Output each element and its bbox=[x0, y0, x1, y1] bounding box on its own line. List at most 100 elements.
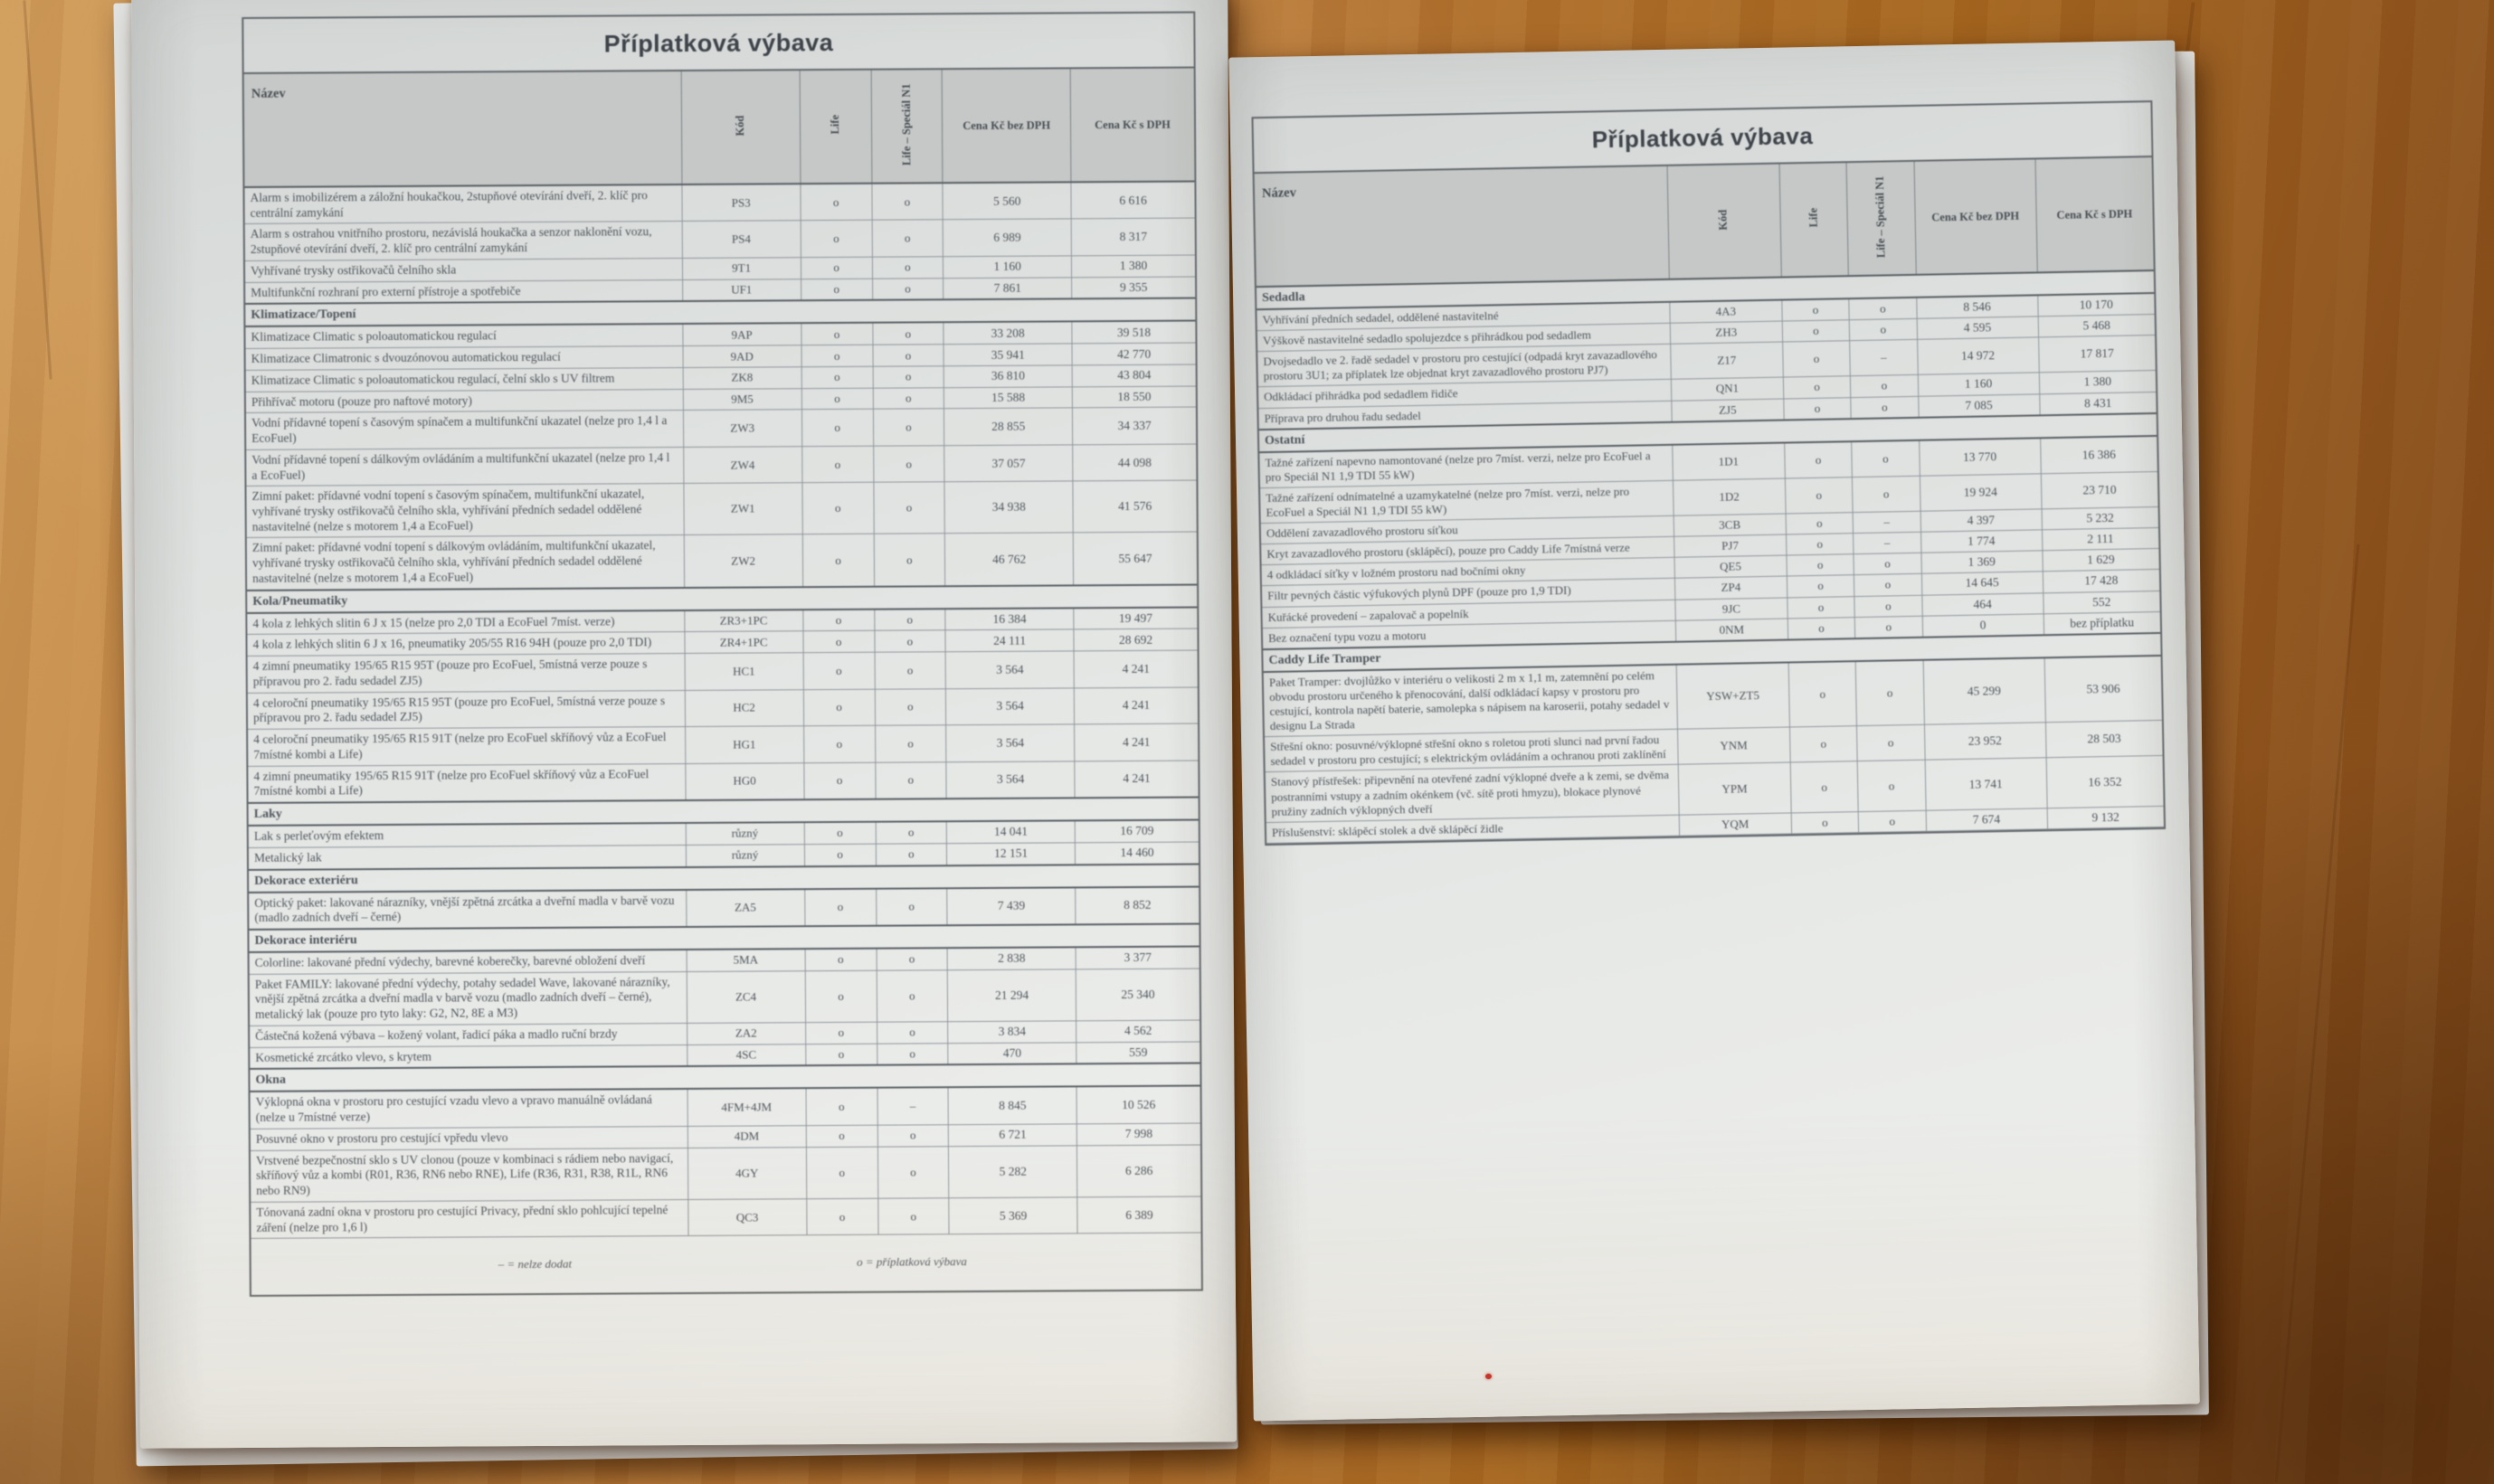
row-name-cell: Zimní paket: přídavné vodní topení s dál… bbox=[246, 534, 685, 591]
row-special-mark-cell: o bbox=[874, 651, 946, 689]
row-code-cell: 9AP bbox=[682, 323, 801, 346]
row-life-mark-cell: o bbox=[804, 888, 877, 927]
table-row: Vrstvené bezpečnostní sklo s UV clonou (… bbox=[250, 1144, 1201, 1203]
row-price-inc-vat-cell: 7 998 bbox=[1076, 1122, 1200, 1146]
row-price-inc-vat-cell: 44 098 bbox=[1072, 443, 1197, 482]
row-special-mark-cell: o bbox=[871, 183, 944, 221]
row-price-ex-vat-cell: 8 546 bbox=[1916, 295, 2038, 319]
row-special-mark-cell: o bbox=[871, 256, 944, 279]
row-price-ex-vat-cell: 19 924 bbox=[1919, 473, 2042, 512]
row-special-mark-cell: o bbox=[1850, 374, 1919, 398]
row-code-cell: PS3 bbox=[681, 184, 801, 222]
row-code-cell: 4A3 bbox=[1669, 299, 1783, 324]
row-name-cell: Optický paket: lakované nárazníky, vnějš… bbox=[249, 889, 687, 930]
row-price-inc-vat-cell: 25 340 bbox=[1076, 968, 1200, 1021]
row-special-mark-cell: o bbox=[1854, 553, 1921, 576]
row-price-ex-vat-cell: 3 564 bbox=[945, 687, 1075, 725]
row-life-mark-cell: o bbox=[803, 725, 876, 763]
row-special-mark-cell: o bbox=[871, 220, 944, 258]
row-name-cell: Paket FAMILY: lakované přední výdechy, p… bbox=[249, 971, 688, 1026]
row-code-cell: YSW+ZT5 bbox=[1675, 662, 1790, 730]
row-price-ex-vat-cell: 1 369 bbox=[1920, 551, 2043, 574]
row-price-inc-vat-cell: 16 709 bbox=[1075, 819, 1199, 843]
row-price-ex-vat-cell: 7 439 bbox=[946, 886, 1076, 926]
row-life-mark-cell: o bbox=[805, 1088, 877, 1126]
table-row: Vodní přídavné topení s časovým spínačem… bbox=[245, 407, 1197, 450]
table-row: Optický paket: lakované nárazníky, vnějš… bbox=[249, 886, 1200, 930]
row-life-mark-cell: o bbox=[805, 1043, 877, 1066]
column-header-name: Název bbox=[1254, 165, 1670, 288]
row-name-cell: Částečná kožená výbava – kožený volant, … bbox=[250, 1023, 688, 1048]
row-price-ex-vat-cell: 8 845 bbox=[948, 1086, 1077, 1125]
row-code-cell: QE5 bbox=[1674, 555, 1788, 579]
row-price-inc-vat-cell: bez příplatku bbox=[2043, 611, 2161, 636]
row-life-mark-cell: o bbox=[800, 220, 872, 258]
row-code-cell: YQM bbox=[1679, 812, 1792, 837]
row-life-mark-cell: o bbox=[801, 482, 874, 535]
row-life-mark-cell: o bbox=[802, 534, 875, 587]
row-price-inc-vat-cell: 23 710 bbox=[2040, 471, 2158, 509]
row-special-mark-cell: o bbox=[875, 821, 947, 844]
row-code-cell: QC3 bbox=[688, 1198, 807, 1236]
row-life-mark-cell: o bbox=[1783, 376, 1851, 399]
row-special-mark-cell: o bbox=[1857, 760, 1926, 812]
column-header-life-special: Life – Speciál N1 bbox=[1846, 161, 1916, 277]
right-page: Příplatková výbava Název Kód Life Life –… bbox=[1228, 40, 2200, 1422]
row-price-ex-vat-cell: 34 938 bbox=[944, 481, 1074, 534]
row-life-mark-cell: o bbox=[806, 1197, 878, 1235]
row-life-mark-cell: o bbox=[803, 688, 876, 726]
row-life-mark-cell: o bbox=[805, 1022, 877, 1044]
row-life-mark-cell: o bbox=[1788, 660, 1857, 728]
row-life-mark-cell: o bbox=[804, 948, 877, 971]
row-code-cell: 3CB bbox=[1673, 514, 1787, 537]
row-code-cell: PJ7 bbox=[1674, 534, 1787, 558]
row-price-inc-vat-cell: 6 286 bbox=[1076, 1144, 1201, 1197]
row-price-ex-vat-cell: 35 941 bbox=[944, 344, 1073, 366]
row-code-cell: 4FM+4JM bbox=[687, 1088, 807, 1127]
row-life-mark-cell: o bbox=[802, 652, 875, 690]
row-special-mark-cell: o bbox=[876, 887, 948, 926]
row-life-mark-cell: o bbox=[801, 446, 874, 483]
row-special-mark-cell: o bbox=[1854, 615, 1923, 638]
row-price-ex-vat-cell: 15 588 bbox=[944, 386, 1073, 410]
row-special-mark-cell: o bbox=[873, 534, 945, 587]
row-price-inc-vat-cell: 6 389 bbox=[1076, 1196, 1201, 1234]
row-name-cell: Tónovaná zadní okna v prostoru pro cestu… bbox=[251, 1199, 688, 1239]
row-life-mark-cell: o bbox=[1782, 319, 1850, 343]
row-life-mark-cell: o bbox=[1789, 725, 1858, 763]
table-body: Sedadla Vyhřívání předních sedadel, odděl… bbox=[1256, 270, 2165, 844]
row-price-inc-vat-cell: 4 562 bbox=[1076, 1019, 1200, 1043]
row-price-inc-vat-cell: 1 380 bbox=[2038, 370, 2157, 394]
row-life-mark-cell: o bbox=[1785, 477, 1854, 515]
row-code-cell: 4GY bbox=[687, 1147, 807, 1200]
row-life-mark-cell: o bbox=[1781, 298, 1850, 322]
row-price-ex-vat-cell: 7 674 bbox=[1925, 808, 2048, 832]
row-special-mark-cell: o bbox=[877, 1021, 948, 1044]
row-special-mark-cell: o bbox=[873, 482, 945, 534]
row-life-mark-cell: o bbox=[1786, 533, 1854, 556]
row-life-mark-cell: o bbox=[804, 969, 877, 1023]
row-special-mark-cell: o bbox=[872, 344, 944, 367]
row-life-mark-cell: o bbox=[801, 323, 873, 345]
row-special-mark-cell: – bbox=[877, 1087, 949, 1126]
row-special-mark-cell: o bbox=[874, 688, 946, 726]
row-price-inc-vat-cell: 14 460 bbox=[1075, 841, 1200, 865]
row-price-ex-vat-cell: 3 564 bbox=[945, 651, 1075, 689]
row-name-cell: Kosmetické zrcátko vlevo, s krytem bbox=[250, 1044, 688, 1070]
row-code-cell: ZW4 bbox=[683, 446, 802, 484]
row-price-ex-vat-cell: 7 861 bbox=[943, 277, 1072, 300]
row-name-cell: 4 celoroční pneumatiky 195/65 R15 95T (p… bbox=[247, 690, 686, 730]
row-life-mark-cell: o bbox=[801, 409, 874, 447]
row-life-mark-cell: o bbox=[1789, 761, 1859, 813]
row-name-cell: Multifunkční rozhraní pro externí přístr… bbox=[245, 279, 683, 305]
row-price-inc-vat-cell: 1 629 bbox=[2042, 548, 2159, 572]
row-code-cell: 9T1 bbox=[681, 257, 801, 280]
column-header-life: Life bbox=[1778, 163, 1849, 278]
row-special-mark-cell: – bbox=[1849, 339, 1918, 377]
row-special-mark-cell: o bbox=[875, 843, 947, 866]
row-life-mark-cell: o bbox=[1786, 553, 1854, 577]
row-code-cell: ZK8 bbox=[682, 366, 802, 390]
row-code-cell: 1D1 bbox=[1672, 442, 1786, 481]
row-price-inc-vat-cell: 559 bbox=[1076, 1041, 1200, 1064]
left-price-table: Příplatková výbava Název Kód Life Life –… bbox=[242, 11, 1203, 1298]
